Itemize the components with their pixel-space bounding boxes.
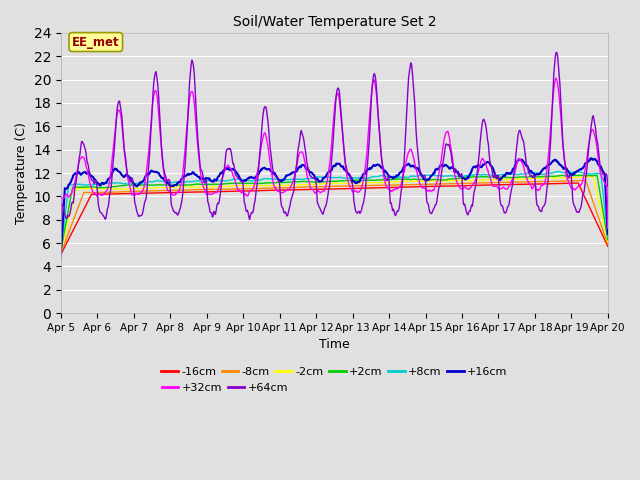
Title: Soil/Water Temperature Set 2: Soil/Water Temperature Set 2 [232, 15, 436, 29]
+32cm [124, 171, 131, 177]
X-axis label: Time: Time [319, 338, 350, 351]
+64cm [553, 49, 561, 55]
-8cm [401, 182, 408, 188]
+64cm [417, 169, 424, 175]
-2cm [179, 184, 186, 190]
-8cm [67, 224, 75, 229]
+2cm [67, 193, 75, 199]
+32cm [417, 182, 424, 188]
-16cm [574, 180, 582, 186]
+32cm [552, 75, 560, 81]
+16cm [57, 250, 65, 256]
-2cm [124, 186, 131, 192]
+64cm [401, 148, 408, 154]
+16cm [587, 156, 595, 161]
-16cm [417, 184, 424, 190]
Line: +32cm: +32cm [61, 78, 608, 236]
+2cm [124, 182, 131, 188]
+2cm [57, 248, 65, 253]
-2cm [401, 179, 408, 184]
+8cm [417, 173, 424, 179]
-8cm [124, 189, 131, 194]
-2cm [67, 208, 75, 214]
Text: EE_met: EE_met [72, 36, 120, 48]
+8cm [401, 174, 408, 180]
Line: +64cm: +64cm [61, 52, 608, 257]
+32cm [67, 191, 75, 197]
-8cm [208, 187, 216, 192]
-8cm [179, 187, 186, 193]
-2cm [208, 184, 216, 190]
-16cm [67, 232, 75, 238]
-16cm [604, 243, 612, 249]
+32cm [57, 233, 65, 239]
+32cm [604, 226, 612, 231]
-8cm [417, 181, 424, 187]
Line: -16cm: -16cm [61, 183, 608, 254]
Line: +16cm: +16cm [61, 158, 608, 253]
+64cm [124, 170, 131, 176]
+8cm [57, 247, 65, 252]
+16cm [208, 179, 216, 184]
+64cm [604, 183, 612, 189]
+2cm [179, 182, 186, 188]
+8cm [573, 168, 580, 174]
-16cm [57, 251, 65, 257]
+2cm [568, 172, 576, 178]
-8cm [580, 178, 588, 183]
Line: -8cm: -8cm [61, 180, 608, 252]
-8cm [604, 241, 612, 247]
+2cm [208, 181, 216, 187]
-16cm [124, 191, 131, 196]
+16cm [604, 231, 612, 237]
+32cm [208, 191, 216, 197]
-2cm [417, 179, 424, 184]
+16cm [124, 173, 131, 179]
+2cm [604, 237, 612, 243]
+8cm [67, 182, 75, 188]
+64cm [67, 206, 75, 212]
-16cm [401, 184, 408, 190]
+64cm [179, 192, 186, 197]
+16cm [179, 175, 186, 180]
-16cm [208, 189, 216, 195]
+64cm [208, 210, 216, 216]
Line: +2cm: +2cm [61, 175, 608, 251]
-2cm [584, 174, 592, 180]
+32cm [179, 171, 186, 177]
+2cm [417, 177, 424, 182]
Y-axis label: Temperature (C): Temperature (C) [15, 122, 28, 224]
+16cm [401, 164, 408, 169]
-2cm [57, 249, 65, 254]
-8cm [57, 250, 65, 255]
+16cm [417, 171, 424, 177]
+16cm [67, 179, 75, 185]
+32cm [401, 167, 408, 172]
+2cm [401, 176, 408, 182]
-16cm [179, 190, 186, 195]
+8cm [124, 181, 131, 187]
+64cm [57, 254, 65, 260]
Line: -2cm: -2cm [61, 177, 608, 252]
+8cm [604, 234, 612, 240]
+8cm [208, 177, 216, 183]
-2cm [604, 239, 612, 244]
Legend: +32cm, +64cm: +32cm, +64cm [157, 379, 292, 398]
Line: +8cm: +8cm [61, 171, 608, 250]
+8cm [179, 180, 186, 185]
